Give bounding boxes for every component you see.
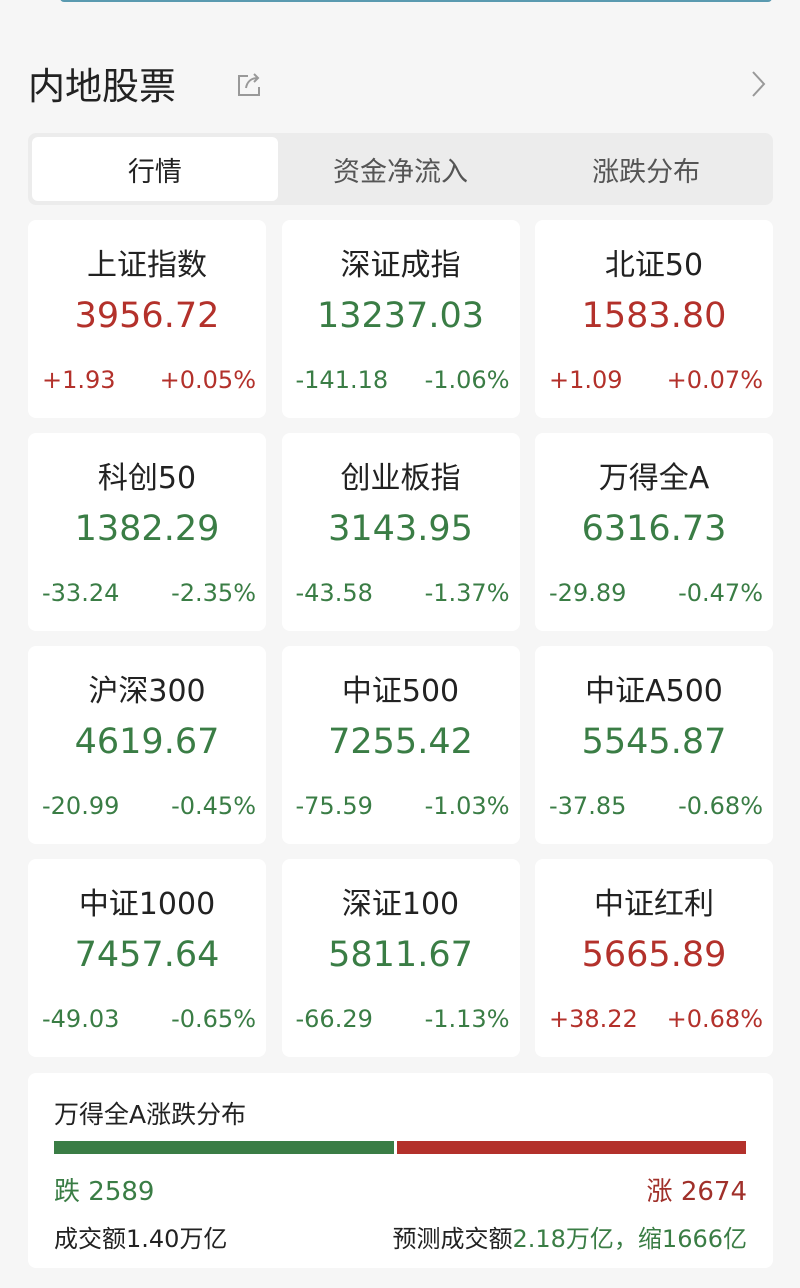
index-percent: -0.47% bbox=[678, 579, 763, 607]
index-change: -20.99 bbox=[42, 792, 120, 820]
tab-market[interactable]: 行情 bbox=[32, 137, 278, 201]
index-percent: +0.05% bbox=[159, 366, 256, 394]
index-name: 深证100 bbox=[341, 887, 460, 922]
rise-bar-segment bbox=[397, 1141, 746, 1154]
index-value: 13237.03 bbox=[316, 296, 484, 336]
index-change: -37.85 bbox=[549, 792, 627, 820]
page-title: 内地股票 bbox=[28, 65, 176, 108]
chevron-right-icon[interactable] bbox=[748, 68, 768, 100]
index-value: 6316.73 bbox=[581, 509, 727, 549]
index-percent: +0.07% bbox=[666, 366, 763, 394]
index-card[interactable]: 中证1000 7457.64 -49.03 -0.65% bbox=[28, 859, 266, 1057]
index-value: 1583.80 bbox=[581, 296, 727, 336]
index-value: 4619.67 bbox=[74, 722, 220, 762]
index-change: -66.29 bbox=[295, 1005, 373, 1033]
index-card[interactable]: 万得全A 6316.73 -29.89 -0.47% bbox=[535, 433, 773, 631]
index-name: 中证A500 bbox=[585, 674, 723, 709]
index-percent: -2.35% bbox=[171, 579, 256, 607]
index-value: 5665.89 bbox=[581, 935, 727, 975]
predicted-turnover: 预测成交额2.18万亿，缩1666亿 bbox=[392, 1225, 747, 1253]
index-change: -141.18 bbox=[295, 366, 389, 394]
index-percent: -0.65% bbox=[171, 1005, 256, 1033]
distribution-title: 万得全A涨跌分布 bbox=[54, 1100, 247, 1129]
index-change: +38.22 bbox=[549, 1005, 638, 1033]
distribution-card[interactable]: 万得全A涨跌分布 跌 2589 涨 2674 成交额1.40万亿 预测成交额2.… bbox=[28, 1073, 773, 1268]
index-value: 7255.42 bbox=[328, 722, 473, 762]
index-value: 7457.64 bbox=[74, 935, 220, 975]
index-name: 深证成指 bbox=[340, 248, 461, 283]
share-icon[interactable] bbox=[236, 70, 264, 98]
index-name: 北证50 bbox=[604, 248, 704, 283]
index-percent: -1.06% bbox=[424, 366, 510, 394]
tab-bar: 行情 资金净流入 涨跌分布 bbox=[28, 133, 773, 205]
index-value: 5545.87 bbox=[581, 722, 727, 762]
index-name: 创业板指 bbox=[340, 461, 461, 496]
index-value: 3143.95 bbox=[328, 509, 473, 549]
index-card[interactable]: 中证A500 5545.87 -37.85 -0.68% bbox=[535, 646, 773, 844]
index-card[interactable]: 深证成指 13237.03 -141.18 -1.06% bbox=[281, 220, 520, 418]
index-card[interactable]: 创业板指 3143.95 -43.58 -1.37% bbox=[281, 433, 520, 631]
index-name: 科创50 bbox=[97, 461, 197, 496]
index-percent: -1.13% bbox=[424, 1005, 510, 1033]
rise-count: 涨 2674 bbox=[646, 1177, 747, 1207]
index-name: 中证500 bbox=[341, 674, 460, 709]
index-card[interactable]: 深证100 5811.67 -66.29 -1.13% bbox=[281, 859, 520, 1057]
index-card[interactable]: 中证红利 5665.89 +38.22 +0.68% bbox=[535, 859, 773, 1057]
turnover: 成交额1.40万亿 bbox=[54, 1225, 228, 1253]
index-value: 1382.29 bbox=[74, 509, 220, 549]
index-percent: -0.68% bbox=[678, 792, 763, 820]
index-name: 上证指数 bbox=[87, 248, 207, 283]
index-percent: -1.37% bbox=[424, 579, 510, 607]
index-percent: -0.45% bbox=[171, 792, 256, 820]
index-change: +1.93 bbox=[42, 366, 116, 394]
index-value: 5811.67 bbox=[328, 935, 473, 975]
index-percent: -1.03% bbox=[424, 792, 510, 820]
index-change: -43.58 bbox=[295, 579, 373, 607]
index-card[interactable]: 沪深300 4619.67 -20.99 -0.45% bbox=[28, 646, 266, 844]
fall-count: 跌 2589 bbox=[54, 1177, 155, 1207]
top-banner-edge bbox=[60, 0, 772, 2]
index-name: 沪深300 bbox=[88, 674, 206, 709]
index-change: -49.03 bbox=[42, 1005, 120, 1033]
tab-net-inflow[interactable]: 资金净流入 bbox=[333, 156, 468, 188]
index-card[interactable]: 中证500 7255.42 -75.59 -1.03% bbox=[281, 646, 520, 844]
index-change: +1.09 bbox=[549, 366, 623, 394]
index-change: -75.59 bbox=[295, 792, 373, 820]
index-card[interactable]: 北证50 1583.80 +1.09 +0.07% bbox=[535, 220, 773, 418]
index-card[interactable]: 科创50 1382.29 -33.24 -2.35% bbox=[28, 433, 266, 631]
index-card[interactable]: 上证指数 3956.72 +1.93 +0.05% bbox=[28, 220, 266, 418]
rise-fall-bar bbox=[54, 1141, 746, 1154]
index-name: 中证红利 bbox=[594, 887, 714, 922]
index-grid: 上证指数 3956.72 +1.93 +0.05% 深证成指 13237.03 -… bbox=[28, 220, 773, 1057]
index-change: -29.89 bbox=[549, 579, 627, 607]
index-change: -33.24 bbox=[42, 579, 120, 607]
index-name: 中证1000 bbox=[78, 887, 216, 922]
index-percent: +0.68% bbox=[666, 1005, 763, 1033]
index-value: 3956.72 bbox=[74, 296, 220, 336]
index-name: 万得全A bbox=[598, 461, 710, 496]
tab-distribution[interactable]: 涨跌分布 bbox=[592, 156, 701, 188]
fall-bar-segment bbox=[54, 1141, 395, 1154]
